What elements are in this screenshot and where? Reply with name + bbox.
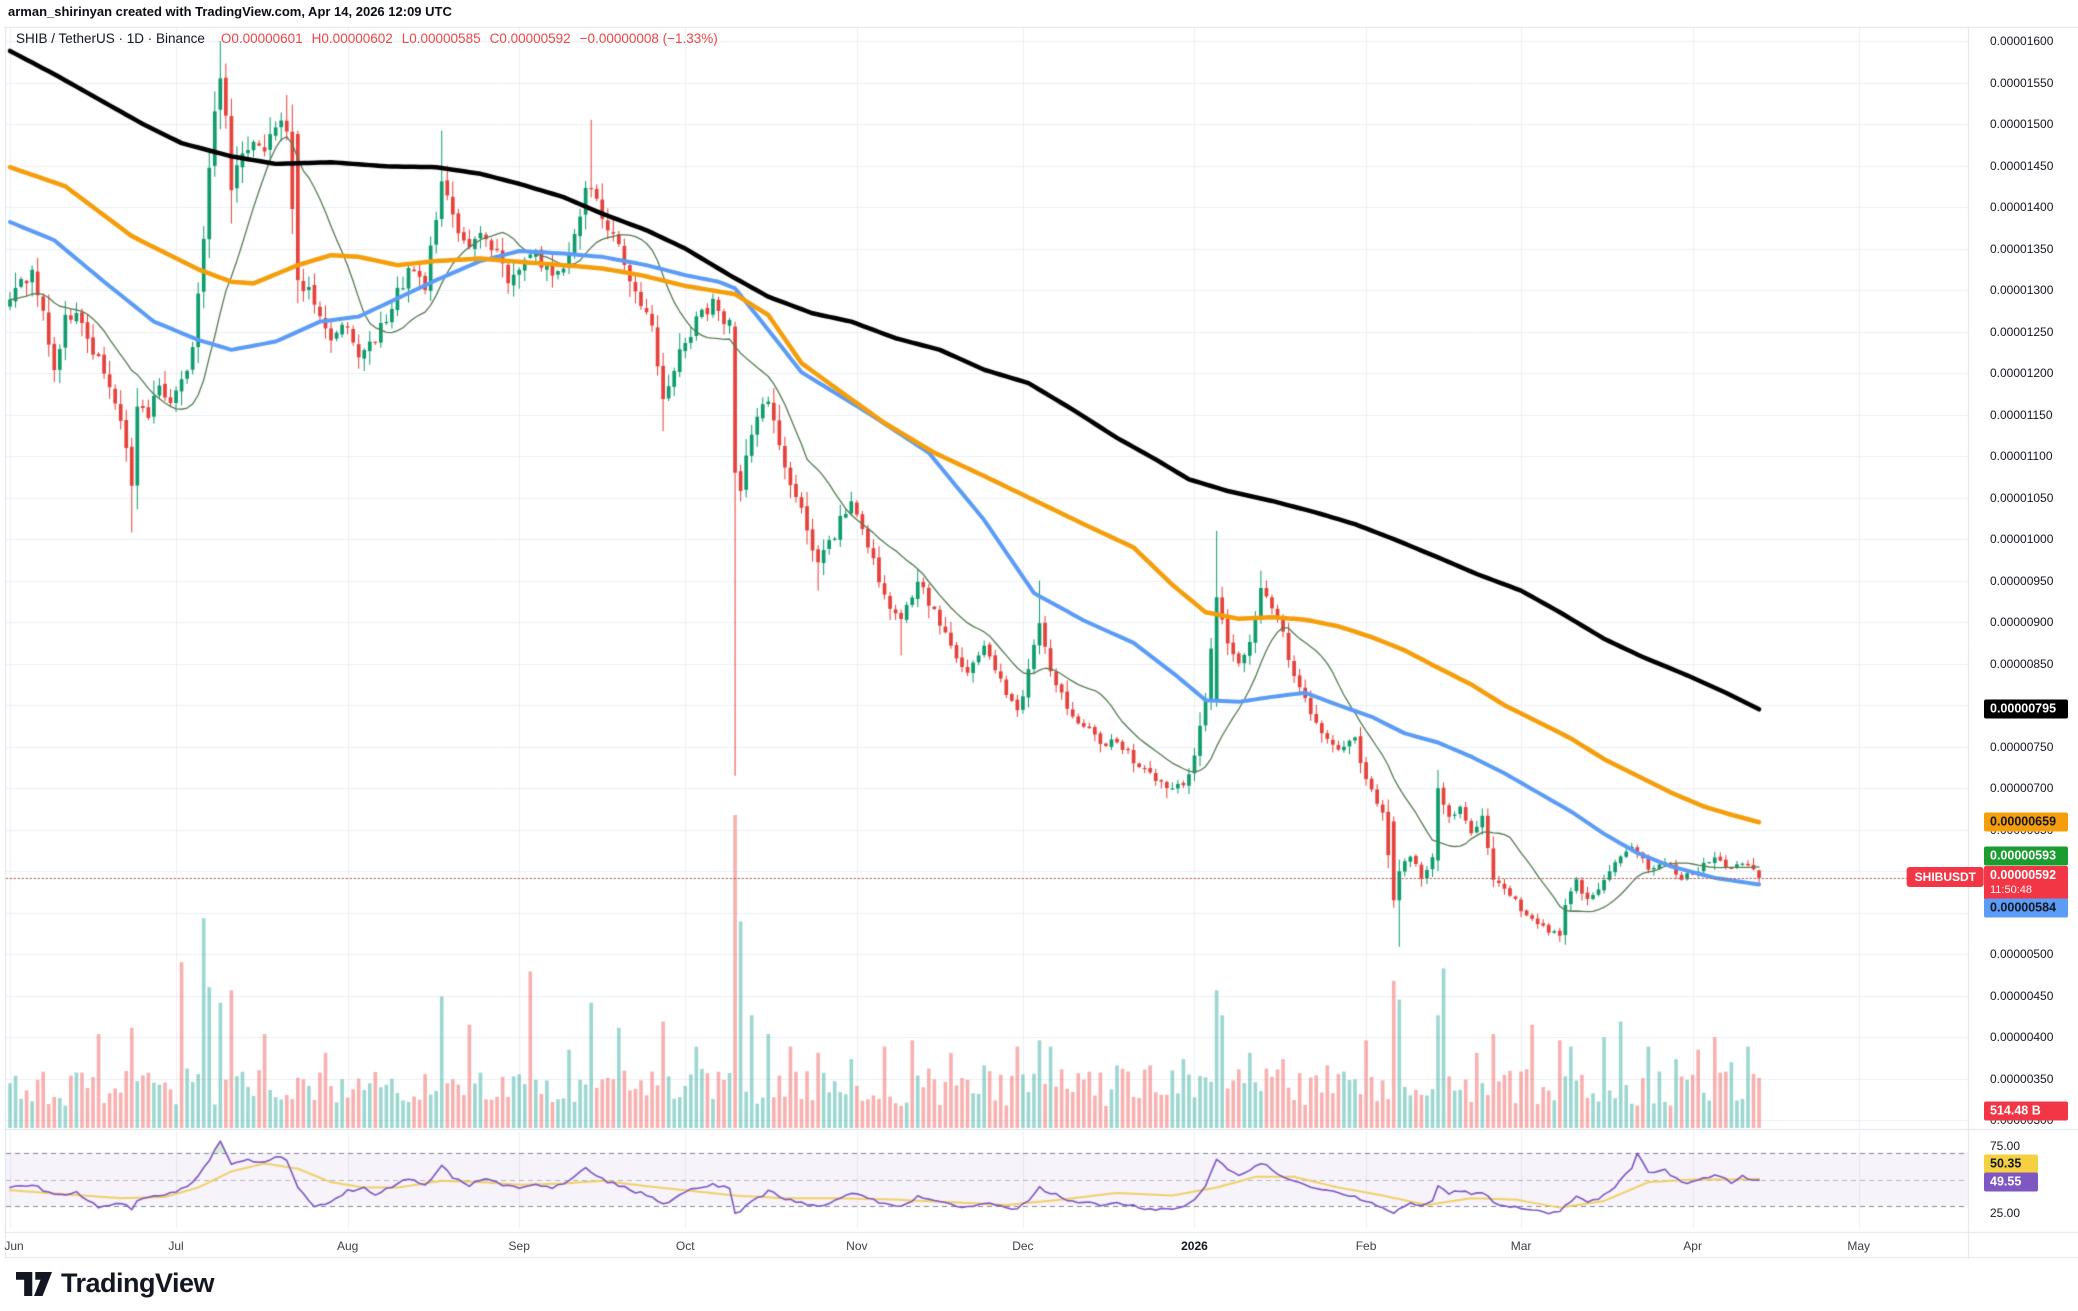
ohlc-low-value: L0.00000585 bbox=[401, 31, 481, 46]
price-axis-label: 0.00001200 bbox=[1990, 366, 2054, 381]
time-axis-label-dec: Dec bbox=[1012, 1239, 1034, 1253]
time-axis-label-oct: Oct bbox=[675, 1239, 695, 1253]
price-axis-label: 0.00000900 bbox=[1990, 615, 2054, 630]
price-axis-label: 0.00001350 bbox=[1990, 241, 2054, 256]
attribution-text: arman_shirinyan created with TradingView… bbox=[8, 4, 452, 19]
time-axis-label-feb: Feb bbox=[1355, 1239, 1377, 1253]
time-axis-label-2026: 2026 bbox=[1181, 1239, 1208, 1253]
ma-100-price-label: 0.00000659 bbox=[1984, 812, 2068, 832]
rsi-value-label: 49.55 bbox=[1984, 1172, 2038, 1192]
tradingview-logo[interactable]: TradingView bbox=[16, 1268, 215, 1299]
last-price-label: 0.00000592 11:50:48 bbox=[1984, 866, 2068, 900]
ma-50-price-label: 0.00000584 bbox=[1984, 898, 2068, 918]
price-axis-label: 0.00001150 bbox=[1990, 407, 2053, 422]
ma-20-price-label: 0.00000593 bbox=[1984, 846, 2068, 866]
time-axis-label-mar: Mar bbox=[1510, 1239, 1532, 1253]
price-axis-label: 0.00000700 bbox=[1990, 781, 2054, 796]
symbol-price-marker: SHIBUSDT bbox=[1906, 867, 1984, 887]
price-axis-label: 0.00000850 bbox=[1990, 656, 2054, 671]
time-axis-label-sep: Sep bbox=[508, 1239, 530, 1253]
price-axis-label: 0.00001550 bbox=[1990, 75, 2054, 90]
price-axis-label: 0.00000750 bbox=[1990, 739, 2054, 754]
price-axis-label: 0.00001250 bbox=[1990, 324, 2054, 339]
tradingview-logo-text: TradingView bbox=[61, 1268, 215, 1298]
price-axis-label: 0.00001300 bbox=[1990, 283, 2054, 298]
ohlc-close-value: C0.00000592 bbox=[489, 31, 571, 46]
price-axis-label: 0.00000400 bbox=[1990, 1030, 2054, 1045]
price-axis-label: 0.00000950 bbox=[1990, 573, 2054, 588]
price-axis-label: 0.00001500 bbox=[1990, 117, 2054, 132]
price-axis-label: 0.00001450 bbox=[1990, 158, 2054, 173]
bar-close-countdown: 11:50:48 bbox=[1990, 884, 2033, 896]
price-axis-label: 0.00001000 bbox=[1990, 532, 2054, 547]
time-axis-label-jul: Jul bbox=[168, 1239, 184, 1253]
rsi-ma-value-label: 50.35 bbox=[1984, 1154, 2038, 1174]
price-axis-label: 0.00001100 bbox=[1990, 449, 2053, 464]
symbol-title[interactable]: SHIB / TetherUS · 1D · Binance bbox=[16, 31, 205, 46]
rsi-axis-label: 75.00 bbox=[1990, 1139, 2021, 1153]
ohlc-change-value: −0.00000008 (−1.33%) bbox=[579, 31, 718, 46]
price-axis-label: 0.00000350 bbox=[1990, 1071, 2054, 1086]
price-axis-label: 0.00000450 bbox=[1990, 988, 2054, 1003]
volume-value-label: 514.48 B bbox=[1984, 1101, 2068, 1121]
price-axis-label: 0.00001600 bbox=[1990, 34, 2054, 48]
price-axis-label: 0.00001400 bbox=[1990, 200, 2054, 215]
ma-200-price-label: 0.00000795 bbox=[1984, 699, 2068, 719]
time-axis-label-jun: Jun bbox=[4, 1239, 24, 1253]
price-axis-label: 0.00001050 bbox=[1990, 490, 2054, 505]
time-axis-label-may: May bbox=[1847, 1239, 1871, 1253]
time-axis-label-aug: Aug bbox=[336, 1239, 359, 1253]
ohlc-high-value: H0.00000602 bbox=[311, 31, 393, 46]
price-axis-label: 0.00000500 bbox=[1990, 947, 2054, 962]
time-axis-label-apr: Apr bbox=[1683, 1239, 1702, 1253]
rsi-axis-label: 25.00 bbox=[1990, 1206, 2021, 1220]
time-axis-label-nov: Nov bbox=[846, 1239, 868, 1253]
ohlc-open-value: O0.00000601 bbox=[220, 31, 303, 46]
tradingview-logo-icon bbox=[16, 1271, 52, 1296]
symbol-legend: SHIB / TetherUS · 1D · Binance O0.0000060… bbox=[16, 31, 727, 46]
